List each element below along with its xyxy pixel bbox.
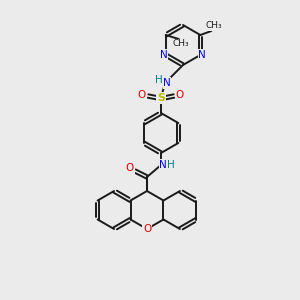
Text: H: H — [155, 75, 163, 85]
Text: N: N — [163, 78, 171, 88]
Text: O: O — [138, 90, 146, 100]
Text: H: H — [167, 160, 175, 170]
Text: O: O — [143, 224, 151, 234]
Text: CH₃: CH₃ — [172, 40, 189, 49]
Text: S: S — [157, 93, 165, 103]
Text: CH₃: CH₃ — [205, 22, 222, 31]
Text: O: O — [176, 90, 184, 100]
Text: N: N — [160, 50, 168, 60]
Text: N: N — [198, 50, 206, 60]
Text: O: O — [126, 163, 134, 173]
Text: N: N — [159, 160, 167, 170]
